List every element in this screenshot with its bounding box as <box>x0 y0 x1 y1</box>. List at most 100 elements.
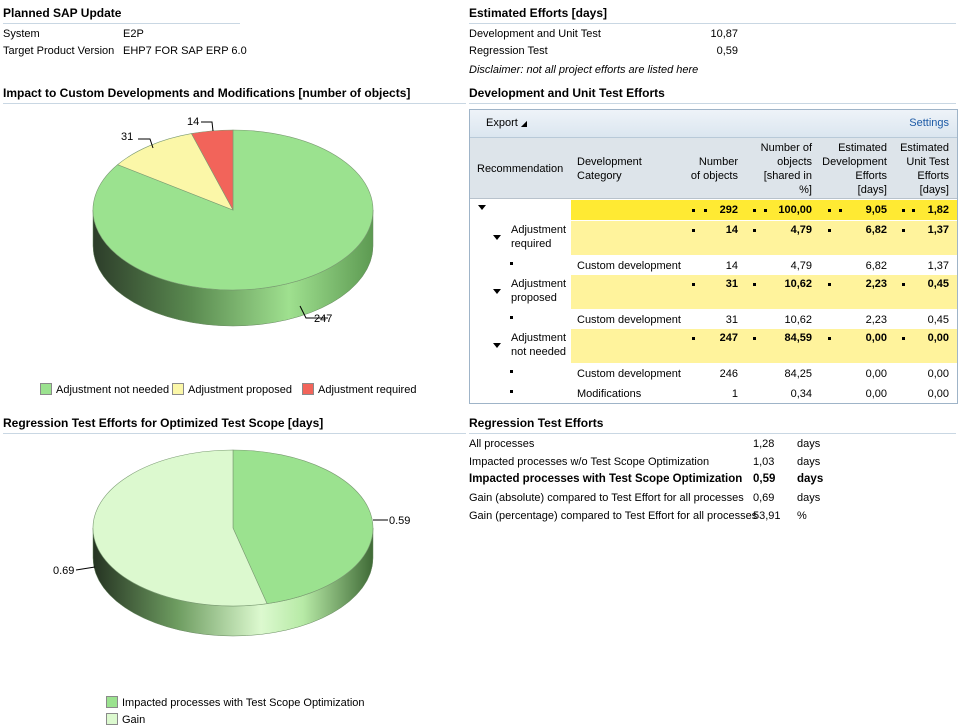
row-unit: 0,00 <box>927 368 949 380</box>
regtest-divider <box>3 433 466 434</box>
total-dev: 9,05 <box>865 204 887 216</box>
dot-icon <box>902 283 905 286</box>
th-est-dev-l2: Development <box>822 156 887 168</box>
row-share: 0,34 <box>790 388 812 400</box>
disclaimer: Disclaimer: not all project efforts are … <box>469 64 699 76</box>
label-14-leader <box>201 121 214 132</box>
devtest-title: Development and Unit Test Efforts <box>469 86 665 100</box>
legend-required-label: Adjustment required <box>318 384 417 396</box>
collapse-total-icon[interactable] <box>478 205 486 210</box>
dot-icon <box>839 209 842 212</box>
legend-proposed: Adjustment proposed <box>172 383 292 396</box>
required-share: 4,79 <box>790 224 812 236</box>
table-row-proposed-custom: Custom development 31 10,62 2,23 0,45 <box>470 310 957 330</box>
legend-swatch-yellow <box>172 383 184 395</box>
required-dev: 6,82 <box>865 224 887 236</box>
slice-gain <box>92 449 268 607</box>
label-31: 31 <box>121 131 133 143</box>
regeff-unit: % <box>797 510 807 522</box>
legend-swatch-green <box>106 696 118 708</box>
impact-pie-chart: 247 31 14 <box>92 116 374 327</box>
th-number[interactable]: Number of objects <box>682 155 738 183</box>
estimated-title: Estimated Efforts [days] <box>469 6 608 20</box>
est-reg-label: Regression Test <box>469 45 548 57</box>
proposed-highlight <box>571 275 957 309</box>
dot-icon <box>828 209 831 212</box>
regeff-unit: days <box>797 456 821 468</box>
bullet-icon <box>510 262 513 265</box>
regeff-value: 0,59 <box>753 473 776 485</box>
th-dev-category[interactable]: Development Category <box>577 155 642 183</box>
table-row-total: 292 100,00 9,05 1,82 <box>470 200 957 220</box>
legend-swatch-red <box>302 383 314 395</box>
regeff-label: Impacted processes with Test Scope Optim… <box>469 473 743 485</box>
th-share[interactable]: Number of objects [shared in %] <box>752 141 812 197</box>
dot-icon <box>753 337 756 340</box>
settings-link[interactable]: Settings <box>909 117 949 129</box>
th-dev-category-l2: Category <box>577 170 622 182</box>
not-needed-unit: 0,00 <box>927 332 949 344</box>
proposed-dev: 2,23 <box>865 278 887 290</box>
label-059: 0.59 <box>389 515 410 527</box>
row-dev: 2,23 <box>865 314 887 326</box>
regeff-divider <box>469 433 956 434</box>
group-proposed-l1: Adjustment <box>511 278 567 290</box>
th-est-unit-l2: Unit Test <box>906 156 949 168</box>
row-share: 10,62 <box>784 314 812 326</box>
regeff-label: All processes <box>469 438 535 450</box>
row-category: Custom development <box>577 314 681 326</box>
dot-icon <box>764 209 767 212</box>
est-dev-label: Development and Unit Test <box>469 28 601 40</box>
th-est-unit[interactable]: Estimated Unit Test Efforts [days] <box>895 141 949 197</box>
regeff-label: Gain (percentage) compared to Test Effor… <box>469 510 758 522</box>
target-value: EHP7 FOR SAP ERP 6.0 <box>123 45 247 57</box>
impact-title: Impact to Custom Developments and Modifi… <box>3 86 411 100</box>
row-category: Custom development <box>577 368 681 380</box>
not-needed-dev: 0,00 <box>865 332 887 344</box>
row-category: Modifications <box>577 388 642 400</box>
th-est-dev[interactable]: Estimated Development Efforts [days] <box>820 141 887 197</box>
dot-icon <box>692 283 695 286</box>
table-row-group-proposed: Adjustment proposed 31 10,62 2,23 0,45 <box>470 275 957 309</box>
dot-icon <box>912 209 915 212</box>
regeff-value: 53,91 <box>753 510 781 522</box>
group-not-needed-label: Adjustment not needed <box>511 331 566 359</box>
legend-proposed-label: Adjustment proposed <box>188 384 292 396</box>
dot-icon <box>902 229 905 232</box>
row-dev: 0,00 <box>865 368 887 380</box>
th-number-l2: of objects <box>690 170 738 182</box>
regeff-value: 1,03 <box>753 456 775 468</box>
regtest-title: Regression Test Efforts for Optimized Te… <box>3 416 324 430</box>
table-toolbar: Export ◢ Settings <box>470 110 957 138</box>
slice-impacted-processes <box>232 449 374 604</box>
th-recommendation[interactable]: Recommendation <box>477 163 564 175</box>
regeff-label: Impacted processes w/o Test Scope Optimi… <box>469 456 710 468</box>
proposed-num: 31 <box>725 278 738 290</box>
th-share-l4: %] <box>799 184 812 196</box>
collapse-required-icon[interactable] <box>493 235 501 240</box>
bullet-icon <box>510 390 513 393</box>
not-needed-highlight <box>571 329 957 363</box>
legend-gain: Gain <box>106 713 145 726</box>
table-header: Recommendation Development Category Numb… <box>470 138 957 199</box>
group-required-l1: Adjustment <box>511 224 567 236</box>
est-dev-value: 10,87 <box>710 28 738 40</box>
slice-adjustment-proposed <box>117 133 234 211</box>
system-label: System <box>3 28 40 40</box>
proposed-share: 10,62 <box>784 278 812 290</box>
table-row-group-required: Adjustment required 14 4,79 6,82 1,37 <box>470 221 957 255</box>
group-not-needed-l1: Adjustment <box>511 332 567 344</box>
dot-icon <box>753 209 756 212</box>
group-not-needed-l2: not needed <box>511 346 567 358</box>
legend-swatch-green <box>40 383 52 395</box>
export-button[interactable]: Export ◢ <box>486 117 527 129</box>
row-num: 1 <box>731 388 738 400</box>
collapse-not-needed-icon[interactable] <box>493 343 501 348</box>
dot-icon <box>692 229 695 232</box>
est-reg-value: 0,59 <box>716 45 738 57</box>
collapse-proposed-icon[interactable] <box>493 289 501 294</box>
label-069-leader <box>75 566 96 571</box>
dot-icon <box>692 209 695 212</box>
regeff-unit: days <box>797 438 821 450</box>
row-unit: 0,00 <box>927 388 949 400</box>
